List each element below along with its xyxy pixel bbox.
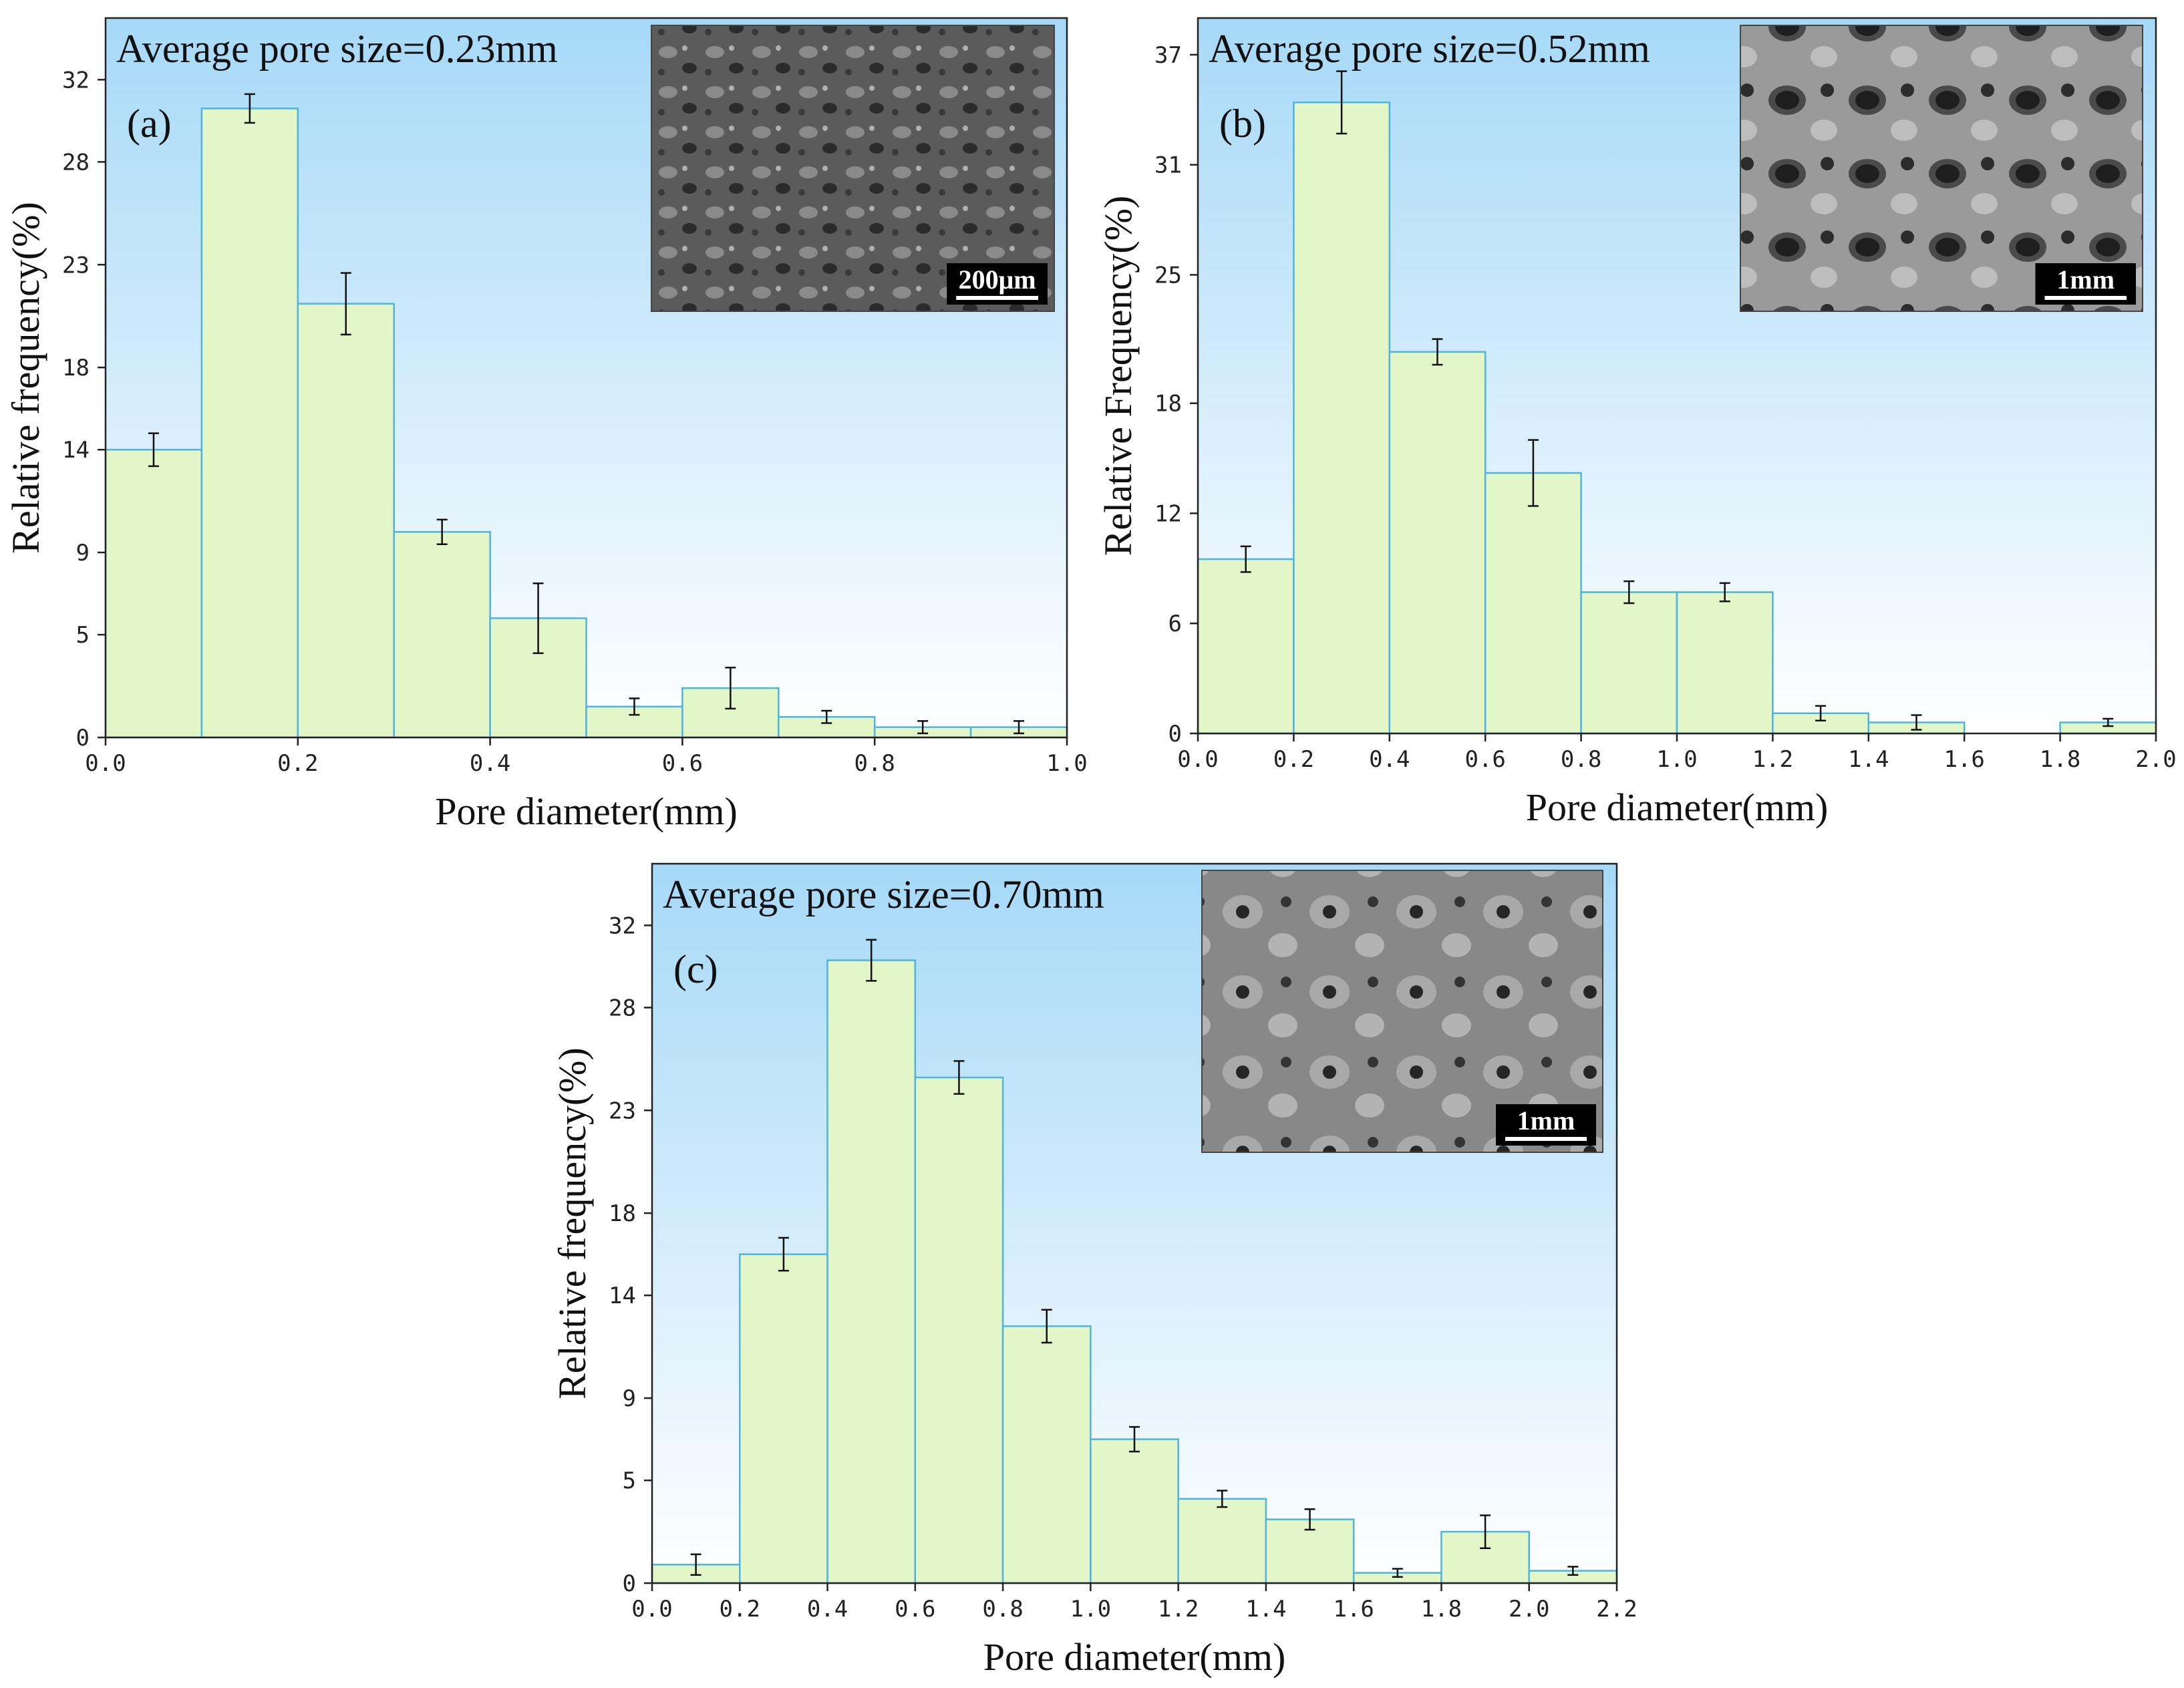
chart-panel-2: 0 6 12 18 25 31 37 0.0 0.2 0.4 0.6 0.8 1.0 1.2 1.4 1.6 1… xyxy=(1096,17,2177,829)
x-tick-label: 2.0 xyxy=(2135,746,2176,773)
panel-label: (a) xyxy=(127,102,172,146)
x-tick-label: 1.0 xyxy=(1656,746,1697,773)
histogram-bar xyxy=(104,448,203,739)
histogram-bar xyxy=(1197,558,1295,735)
chart-panel-3: 0 5 9 14 18 23 28 32 0.0 0.2 0.4 0.6 0.8 1.0 1.2 1.4 1.6… xyxy=(551,862,1637,1679)
scale-bar-label: 1mm xyxy=(2056,265,2115,295)
y-tick-label: 23 xyxy=(62,252,90,279)
y-tick-label: 31 xyxy=(1154,152,1182,179)
histogram-bar xyxy=(1580,591,1678,735)
y-axis-title: Relative frequency(%) xyxy=(551,1047,594,1399)
y-tick-label: 5 xyxy=(623,1468,636,1494)
x-tick-label: 0.2 xyxy=(720,1596,760,1623)
x-tick-label: 0.8 xyxy=(854,750,895,777)
x-tick-label: 0.2 xyxy=(277,750,318,777)
panel-label: (b) xyxy=(1219,102,1266,146)
histogram-bar xyxy=(1090,1438,1179,1584)
x-axis-title: Pore diameter(mm) xyxy=(1526,786,1829,829)
x-tick-label: 0.8 xyxy=(982,1596,1023,1623)
x-tick-label: 2.0 xyxy=(1509,1596,1549,1623)
histogram-bar xyxy=(1484,472,1582,735)
x-tick-label: 0.6 xyxy=(662,750,703,777)
histogram-bar xyxy=(739,1253,828,1584)
y-tick-label: 37 xyxy=(1154,42,1182,69)
y-tick-label: 0 xyxy=(76,725,90,751)
y-tick-label: 25 xyxy=(1154,262,1182,289)
x-tick-label: 1.4 xyxy=(1245,1596,1286,1623)
histogram-bar xyxy=(1388,351,1487,735)
y-tick-label: 6 xyxy=(1168,611,1182,637)
x-tick-label: 0.4 xyxy=(807,1596,848,1623)
histogram-bar xyxy=(297,303,395,739)
y-tick-label: 14 xyxy=(609,1283,636,1309)
y-tick-label: 23 xyxy=(609,1098,636,1124)
y-tick-label: 28 xyxy=(609,995,636,1021)
x-tick-label: 1.8 xyxy=(1421,1596,1462,1623)
panel-title: Average pore size=0.23mm xyxy=(116,27,558,71)
plot-frame xyxy=(104,17,1068,739)
y-tick-label: 28 xyxy=(62,149,90,176)
x-tick-label: 0.0 xyxy=(631,1596,672,1623)
x-tick-label: 1.6 xyxy=(1333,1596,1374,1623)
x-tick-label: 0.8 xyxy=(1561,746,1601,773)
chart-panel-1: 0 5 9 14 18 23 28 32 0.0 0.2 0.4 0.6 0.8 1.0 Pore diam… xyxy=(4,17,1088,833)
x-tick-label: 1.2 xyxy=(1752,746,1793,773)
y-tick-label: 32 xyxy=(609,912,636,939)
histogram-bar xyxy=(826,959,917,1584)
y-tick-label: 32 xyxy=(62,67,90,94)
x-tick-label: 0.2 xyxy=(1273,746,1314,773)
histogram-bar xyxy=(200,108,299,739)
x-tick-label: 0.6 xyxy=(895,1596,935,1623)
histogram-bar xyxy=(1177,1498,1267,1584)
y-axis-title: Relative Frequency(%) xyxy=(1096,196,1140,556)
x-tick-label: 1.0 xyxy=(1070,1596,1111,1623)
x-tick-label: 1.2 xyxy=(1158,1596,1199,1623)
x-tick-label: 0.6 xyxy=(1464,746,1505,773)
x-tick-label: 1.4 xyxy=(1848,746,1889,773)
histogram-bar xyxy=(1676,591,1774,735)
histogram-bar xyxy=(1001,1325,1092,1584)
x-tick-label: 2.2 xyxy=(1596,1596,1637,1623)
histogram-bar xyxy=(1293,102,1391,735)
x-axis-title: Pore diameter(mm) xyxy=(983,1635,1286,1679)
scale-bar-label: 1mm xyxy=(1517,1106,1575,1136)
y-tick-label: 18 xyxy=(1154,391,1182,417)
y-tick-label: 18 xyxy=(609,1200,636,1227)
x-tick-label: 1.8 xyxy=(2040,746,2080,773)
y-tick-label: 0 xyxy=(1168,721,1182,747)
scale-bar-label: 200μm xyxy=(959,265,1036,295)
plot-frame xyxy=(651,862,1618,1584)
y-tick-label: 0 xyxy=(623,1570,636,1597)
x-tick-label: 0.0 xyxy=(85,750,126,777)
histogram-bar xyxy=(393,531,491,739)
panel-label: (c) xyxy=(673,947,718,991)
y-tick-label: 5 xyxy=(76,622,90,649)
x-tick-label: 1.0 xyxy=(1046,750,1087,777)
x-tick-label: 0.0 xyxy=(1177,746,1218,773)
y-tick-label: 12 xyxy=(1154,500,1182,527)
x-tick-label: 0.4 xyxy=(1369,746,1410,773)
panel-title: Average pore size=0.52mm xyxy=(1209,27,1650,71)
x-axis-title: Pore diameter(mm) xyxy=(435,790,738,833)
y-tick-label: 18 xyxy=(62,355,90,381)
y-tick-label: 14 xyxy=(62,437,90,464)
histogram-bar xyxy=(914,1076,1004,1584)
y-axis-title: Relative frequency(%) xyxy=(4,202,47,554)
x-tick-label: 0.4 xyxy=(470,750,510,777)
x-tick-label: 1.6 xyxy=(1943,746,1984,773)
y-tick-label: 9 xyxy=(623,1385,636,1412)
y-tick-label: 9 xyxy=(76,540,90,566)
panel-title: Average pore size=0.70mm xyxy=(663,872,1104,916)
